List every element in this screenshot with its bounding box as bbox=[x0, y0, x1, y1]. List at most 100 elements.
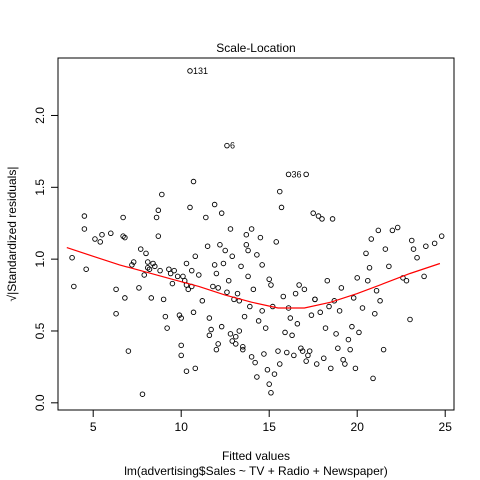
data-point bbox=[321, 355, 327, 362]
data-point bbox=[143, 250, 149, 257]
chart-title: Scale-Location bbox=[216, 41, 295, 55]
data-point bbox=[213, 270, 220, 277]
data-point bbox=[296, 282, 302, 288]
data-point bbox=[210, 283, 216, 290]
data-point bbox=[277, 361, 283, 367]
data-point bbox=[298, 345, 304, 351]
y-tick-label: 0.5 bbox=[33, 322, 47, 339]
data-point bbox=[224, 142, 230, 149]
data-point bbox=[259, 308, 265, 314]
data-point bbox=[139, 391, 146, 397]
data-point bbox=[187, 204, 193, 211]
data-point bbox=[97, 239, 103, 245]
data-point bbox=[354, 275, 360, 281]
data-point bbox=[240, 346, 246, 353]
plot-frame bbox=[57, 57, 455, 411]
data-point bbox=[377, 298, 383, 304]
data-point bbox=[122, 234, 128, 241]
data-point bbox=[329, 216, 336, 222]
smoother-curve bbox=[66, 247, 441, 309]
data-point bbox=[368, 236, 375, 242]
data-point bbox=[319, 216, 325, 222]
data-point bbox=[178, 342, 184, 349]
data-point bbox=[280, 293, 287, 300]
data-point bbox=[224, 289, 230, 295]
data-point bbox=[160, 296, 167, 303]
data-point bbox=[148, 295, 155, 301]
data-point bbox=[218, 210, 225, 216]
data-point bbox=[363, 250, 369, 257]
data-point bbox=[315, 213, 322, 219]
data-point bbox=[208, 326, 214, 333]
data-point bbox=[261, 351, 267, 357]
data-point bbox=[145, 265, 151, 271]
data-point bbox=[220, 260, 227, 267]
data-point bbox=[71, 283, 77, 290]
data-point bbox=[247, 303, 253, 310]
data-point bbox=[233, 333, 239, 340]
data-point bbox=[81, 213, 88, 219]
data-point bbox=[129, 262, 135, 268]
x-tick-label: 10 bbox=[175, 420, 189, 434]
data-point bbox=[407, 316, 413, 323]
data-point bbox=[250, 286, 257, 293]
data-point bbox=[206, 332, 213, 339]
x-tick-label: 25 bbox=[439, 420, 453, 434]
data-point bbox=[338, 285, 345, 291]
data-point bbox=[349, 323, 355, 330]
data-point bbox=[155, 207, 162, 214]
data-point bbox=[303, 358, 309, 364]
data-point bbox=[294, 321, 301, 327]
data-point bbox=[342, 361, 348, 367]
x-tick-label: 5 bbox=[90, 420, 97, 434]
x-axis-label: Fitted values bbox=[222, 449, 290, 463]
data-point bbox=[410, 246, 417, 252]
data-point bbox=[333, 331, 339, 337]
data-point bbox=[301, 286, 308, 293]
data-point bbox=[322, 325, 329, 331]
chart-subtitle: lm(advertising$Sales ~ TV + Radio + News… bbox=[124, 464, 388, 478]
data-point bbox=[125, 348, 132, 354]
data-point bbox=[313, 361, 320, 367]
y-tick-label: 0.0 bbox=[33, 394, 47, 411]
data-point bbox=[257, 234, 264, 241]
data-point bbox=[431, 240, 438, 247]
data-point bbox=[328, 365, 334, 372]
x-tick-label: 15 bbox=[263, 420, 277, 434]
data-point bbox=[234, 290, 241, 297]
data-point bbox=[345, 336, 352, 343]
data-point bbox=[264, 367, 271, 373]
data-point bbox=[291, 352, 297, 359]
data-point bbox=[204, 243, 211, 249]
data-point bbox=[183, 368, 190, 374]
data-point bbox=[317, 309, 323, 316]
data-point bbox=[92, 236, 98, 242]
data-point bbox=[324, 277, 331, 284]
data-point bbox=[278, 204, 285, 211]
data-point bbox=[372, 310, 378, 317]
data-points bbox=[69, 68, 445, 397]
data-point bbox=[268, 282, 274, 288]
data-point bbox=[366, 265, 373, 271]
data-point bbox=[189, 267, 195, 274]
data-point bbox=[308, 312, 315, 318]
data-point bbox=[113, 286, 119, 293]
data-point bbox=[394, 224, 401, 231]
axes: 5 10 15 20 25 0.0 0.5 1.0 1.5 2.0 bbox=[33, 107, 452, 434]
data-point bbox=[350, 295, 357, 301]
data-point bbox=[136, 285, 142, 291]
y-tick-label: 2.0 bbox=[33, 107, 47, 124]
data-point bbox=[310, 210, 316, 216]
data-point bbox=[400, 275, 406, 281]
data-point bbox=[218, 323, 225, 330]
data-point bbox=[347, 346, 353, 353]
data-point bbox=[227, 331, 234, 337]
data-point bbox=[157, 267, 163, 274]
data-point bbox=[203, 214, 209, 221]
data-point bbox=[150, 260, 156, 267]
data-point bbox=[178, 315, 184, 321]
data-point bbox=[145, 259, 151, 265]
data-point bbox=[306, 348, 313, 354]
data-point bbox=[222, 247, 228, 254]
data-point bbox=[352, 365, 359, 372]
